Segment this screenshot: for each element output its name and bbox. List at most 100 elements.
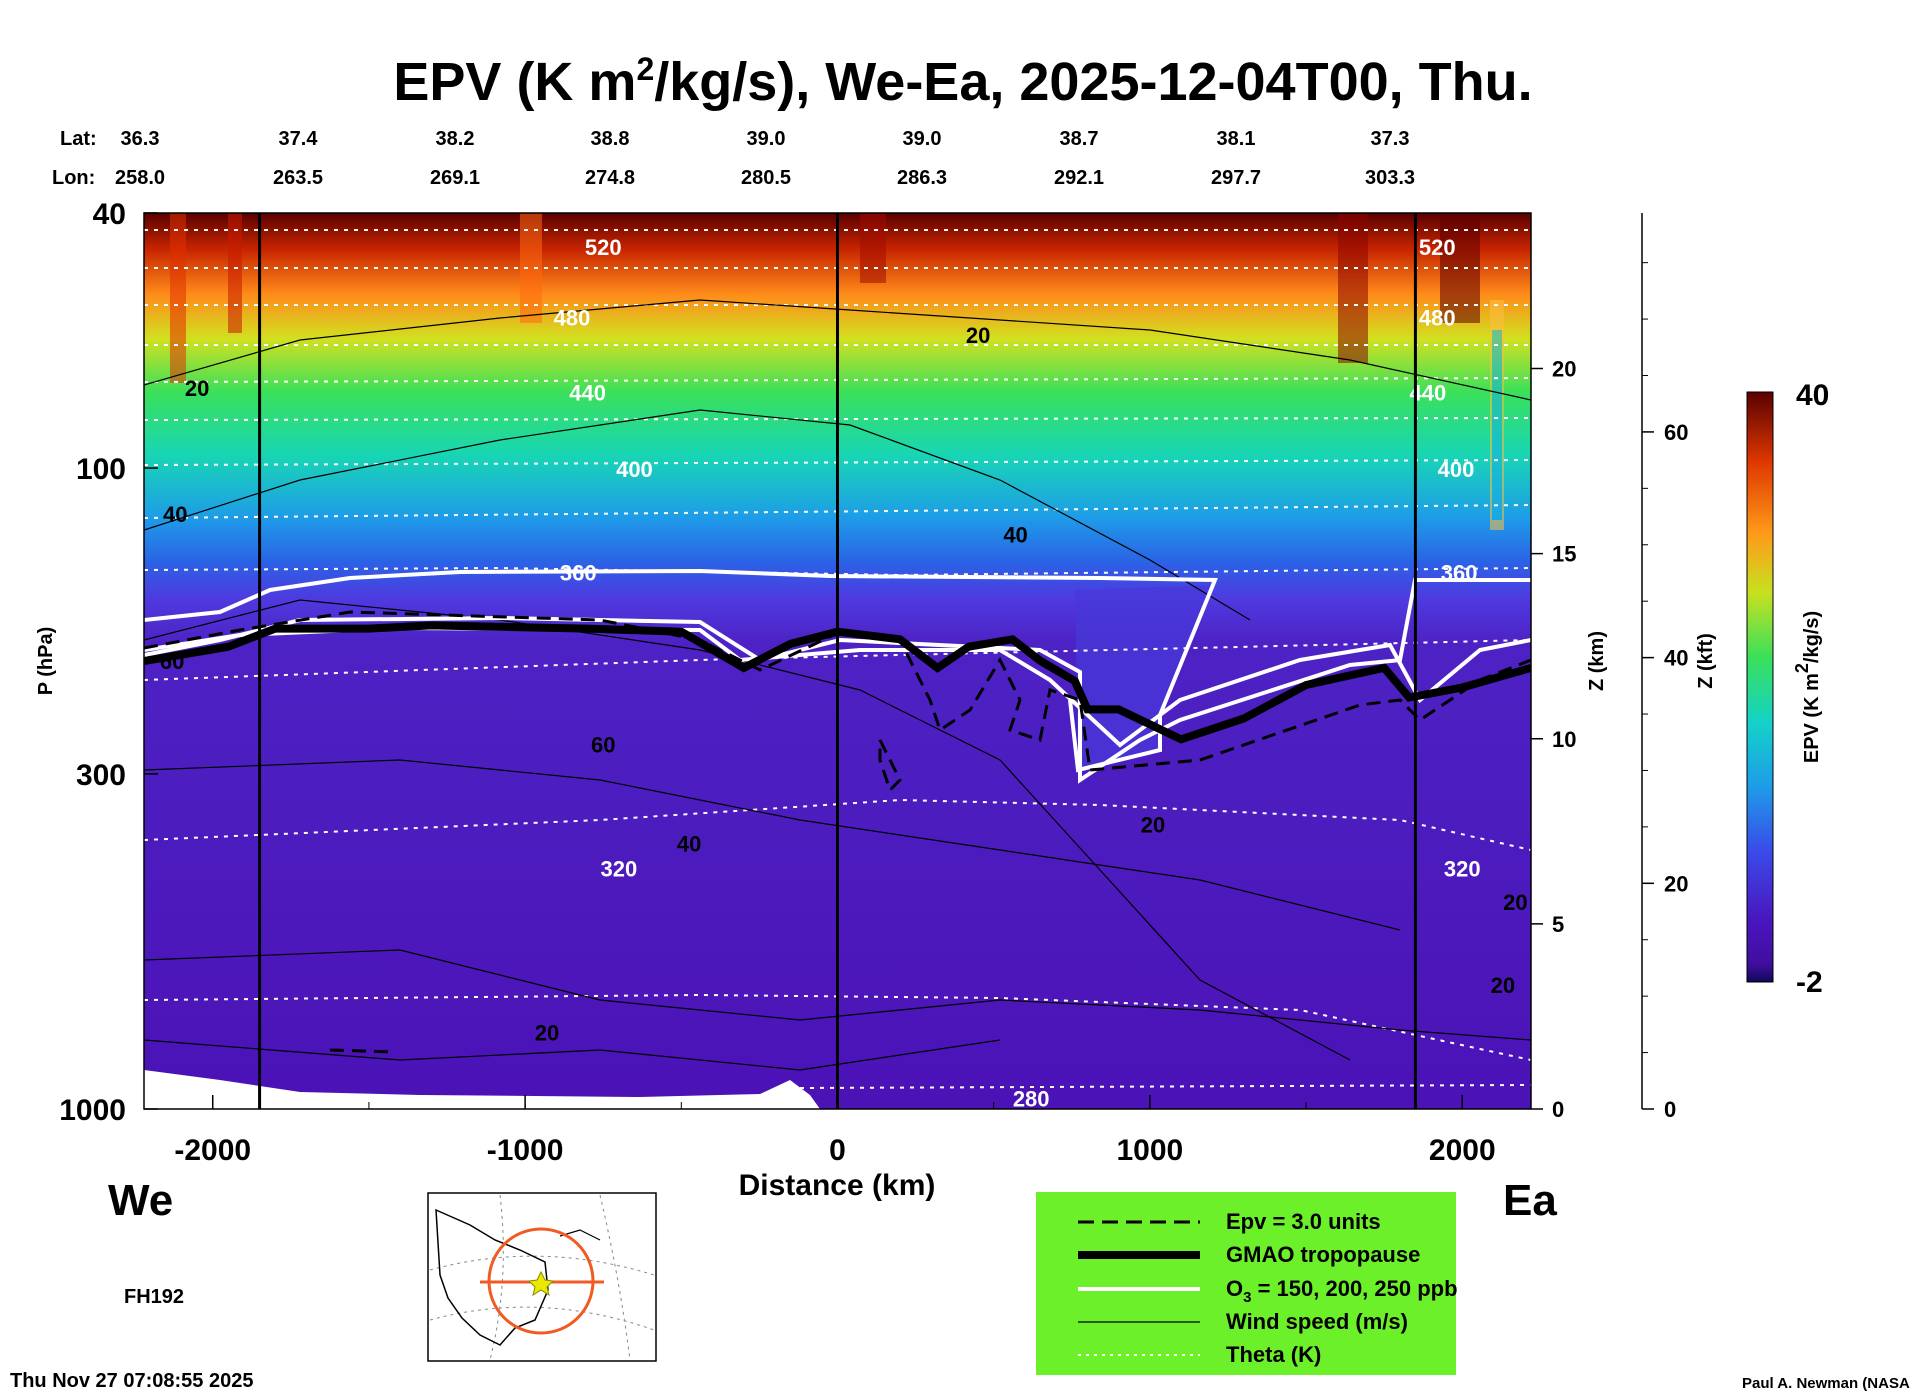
lat-value: 38.1	[1217, 128, 1256, 150]
wind-label: 40	[1003, 523, 1027, 548]
location-lines	[258, 213, 1417, 1109]
legend-item-epv: Epv = 3.0 units	[1226, 1209, 1381, 1234]
tropopause-line	[144, 621, 1531, 744]
epv-streaks	[170, 213, 1504, 530]
x-tick-label: 2000	[1429, 1134, 1496, 1167]
z-kft-tick-label: 60	[1664, 420, 1688, 445]
wind-label: 20	[535, 1021, 559, 1046]
west-label: We	[108, 1176, 173, 1225]
surface-mask	[144, 1070, 820, 1109]
theta-label: 280	[1013, 1087, 1050, 1112]
legend-item-wind: Wind speed (m/s)	[1226, 1309, 1408, 1334]
colorbar-min: -2	[1796, 966, 1823, 999]
colorbar-label-sup: 2	[1792, 663, 1812, 673]
z-km-tick-label: 5	[1552, 912, 1564, 937]
z-kft-tick-label: 20	[1664, 871, 1688, 896]
lat-value: 37.3	[1371, 128, 1410, 150]
wind-label: 20	[1491, 973, 1515, 998]
lat-value: 37.4	[279, 128, 319, 150]
colorbar-label-main: EPV (K m	[1801, 673, 1823, 763]
lon-value: 303.3	[1365, 167, 1415, 189]
inset-map	[427, 1192, 657, 1362]
z-km-label: Z (km)	[1586, 631, 1608, 691]
lat-label: Lat:	[60, 128, 97, 150]
x-tick-label: -1000	[487, 1134, 564, 1167]
x-axis: -2000 -1000 0 1000 2000	[174, 1095, 1496, 1167]
x-tick-label: 0	[829, 1134, 846, 1167]
theta-label: 480	[554, 305, 591, 330]
legend-item-ozone: O3 = 150, 200, 250 ppb	[1226, 1276, 1458, 1306]
chart-title: EPV (K m2/kg/s), We-Ea, 2025-12-04T00, T…	[393, 51, 1532, 112]
lon-value: 286.3	[897, 167, 947, 189]
lat-value: 36.3	[121, 128, 160, 150]
lon-value: 263.5	[273, 167, 323, 189]
legend-ozone-rest: = 150, 200, 250 ppb	[1251, 1276, 1457, 1301]
timestamp: Thu Nov 27 07:08:55 2025	[10, 1370, 253, 1392]
title-main: EPV (K m	[393, 52, 636, 112]
theta-label: 440	[569, 381, 606, 406]
lat-lon-row: 36.3 258.0 37.4 263.5 38.2 269.1 38.8 274.8 39.0…	[115, 128, 1415, 189]
legend: Epv = 3.0 units GMAO tropopause O3 = 150…	[1036, 1192, 1458, 1375]
legend-item-tropopause: GMAO tropopause	[1226, 1242, 1420, 1267]
lat-value: 38.8	[591, 128, 630, 150]
p-tick-label: 1000	[59, 1094, 126, 1127]
lon-value: 280.5	[741, 167, 791, 189]
wind-label: 20	[966, 323, 990, 348]
y-axis-label: P (hPa)	[35, 627, 57, 696]
theta-label: 320	[600, 857, 637, 882]
x-tick-label: -2000	[174, 1134, 251, 1167]
legend-item-theta: Theta (K)	[1226, 1342, 1321, 1367]
wind-label: 20	[1141, 813, 1165, 838]
x-axis-label: Distance (km)	[739, 1169, 936, 1202]
z-kft-tick-label: 0	[1664, 1097, 1676, 1122]
east-label: Ea	[1503, 1176, 1557, 1225]
z-kft-label: Z (kft)	[1695, 633, 1717, 689]
z-km-axis: 0 5 10 15 20	[1531, 357, 1576, 1122]
theta-label: 360	[560, 560, 597, 585]
lat-value: 38.2	[436, 128, 475, 150]
epv3-contour	[144, 610, 1531, 1054]
lon-label: Lon:	[52, 167, 95, 189]
theta-label: 480	[1419, 305, 1456, 330]
wind-label: 60	[591, 733, 615, 758]
lon-value: 292.1	[1054, 167, 1104, 189]
wind-labels: 20 20 40 40 60 60 40 20 20 20 20	[160, 323, 1528, 1046]
z-kft-tick-label: 40	[1664, 646, 1688, 671]
colorbar-max: 40	[1796, 379, 1829, 412]
theta-label: 400	[1438, 457, 1475, 482]
forecast-hour: FH192	[124, 1286, 184, 1308]
colorbar-label: EPV (K m2/kg/s)	[1792, 611, 1823, 763]
lat-value: 38.7	[1060, 128, 1099, 150]
lat-value: 39.0	[747, 128, 786, 150]
lon-value: 297.7	[1211, 167, 1261, 189]
p-tick-label: 100	[76, 453, 126, 486]
z-km-tick-label: 0	[1552, 1097, 1564, 1122]
intrusion-fill	[1075, 585, 1215, 770]
wind-contours	[144, 299, 1531, 1071]
z-kft-axis: 0 20 40 60	[1642, 262, 1688, 1122]
credit: Paul A. Newman (NASA	[1742, 1375, 1910, 1392]
wind-label: 20	[185, 376, 209, 401]
y-axis-pressure: 40 100 300 1000	[59, 198, 158, 1127]
legend-ozone-sub: 3	[1243, 1289, 1251, 1306]
z-km-tick-label: 20	[1552, 357, 1576, 382]
title-rest: /kg/s), We-Ea, 2025-12-04T00, Thu.	[654, 52, 1532, 112]
colorbar-label-rest: /kg/s)	[1801, 611, 1823, 663]
theta-label: 360	[1441, 560, 1478, 585]
z-km-tick-label: 10	[1552, 727, 1576, 752]
lon-value: 274.8	[585, 167, 635, 189]
z-km-tick-label: 15	[1552, 542, 1576, 567]
lon-value: 258.0	[115, 167, 165, 189]
x-tick-label: 1000	[1117, 1134, 1184, 1167]
wind-label: 40	[163, 502, 187, 527]
p-tick-label: 40	[93, 198, 126, 231]
wind-label: 20	[1503, 890, 1527, 915]
legend-ozone-main: O	[1226, 1276, 1243, 1301]
p-tick-label: 300	[76, 759, 126, 792]
lat-value: 39.0	[903, 128, 942, 150]
theta-label: 520	[585, 235, 622, 260]
theta-label: 520	[1419, 235, 1456, 260]
colorbar	[1746, 391, 1774, 983]
